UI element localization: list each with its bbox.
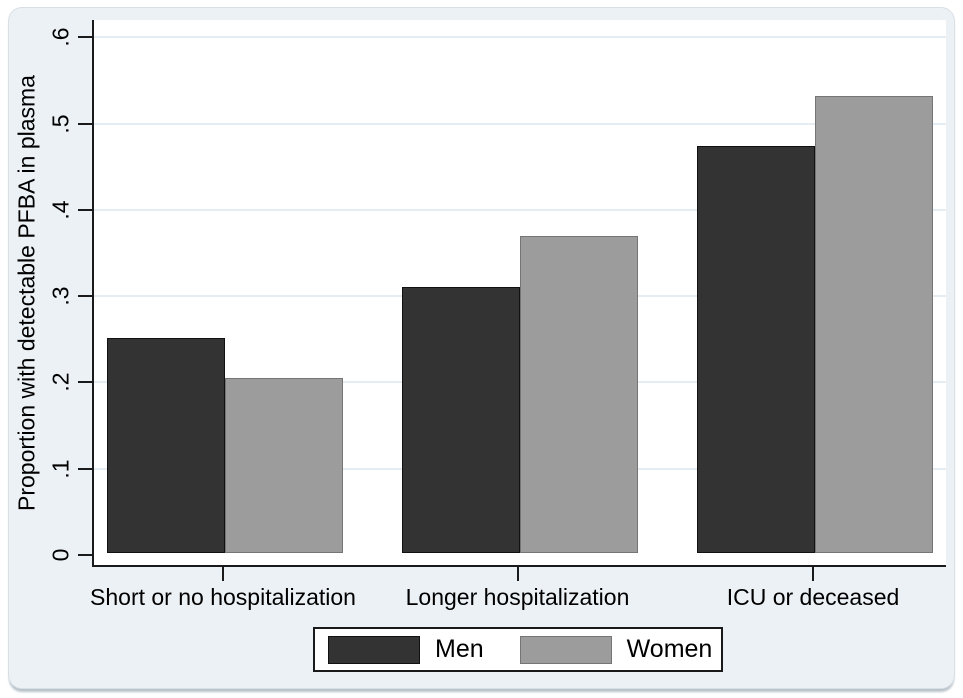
legend-swatch-women xyxy=(519,635,612,664)
legend-label-men: Men xyxy=(435,635,484,663)
bar-women-0 xyxy=(225,378,343,553)
bar-women-2 xyxy=(815,96,933,553)
bar-women-1 xyxy=(519,236,638,553)
bar-men-1 xyxy=(401,287,520,553)
legend-swatch-men xyxy=(328,635,420,664)
y-gridline xyxy=(94,122,946,125)
plot-area xyxy=(92,20,946,567)
legend: Men Women xyxy=(313,627,723,672)
y-gridline xyxy=(94,36,946,39)
y-gridline xyxy=(94,208,946,211)
bar-men-2 xyxy=(697,146,815,553)
legend-label-women: Women xyxy=(626,635,713,663)
bar-men-0 xyxy=(107,338,225,553)
